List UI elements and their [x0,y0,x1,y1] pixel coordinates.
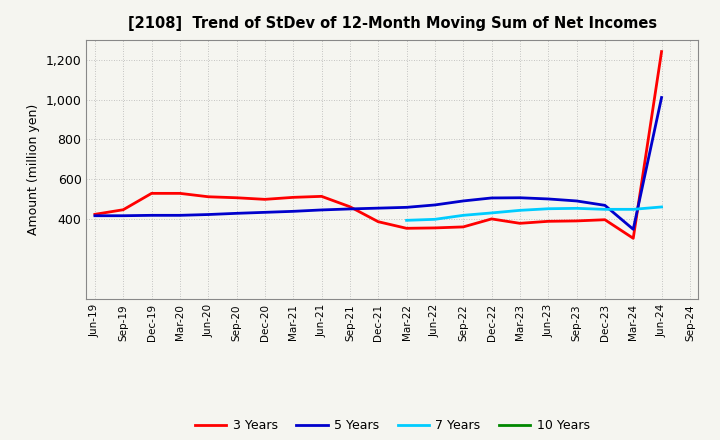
5 Years [318,207,326,213]
3 Years [318,194,326,199]
3 Years [402,226,411,231]
7 Years [487,210,496,216]
3 Years [572,218,581,224]
3 Years [204,194,212,199]
5 Years [459,198,467,204]
5 Years [233,211,241,216]
7 Years [600,207,609,212]
5 Years [374,205,382,211]
5 Years [657,95,666,100]
7 Years [657,204,666,209]
5 Years [600,203,609,208]
7 Years [544,206,552,211]
5 Years [516,195,524,200]
7 Years [629,207,637,212]
3 Years [657,49,666,54]
5 Years [119,213,127,218]
3 Years [91,212,99,217]
5 Years [346,206,354,212]
Line: 3 Years: 3 Years [95,51,662,238]
3 Years [346,204,354,209]
3 Years [176,191,184,196]
7 Years [459,213,467,218]
3 Years [119,207,127,213]
3 Years [431,225,439,231]
Title: [2108]  Trend of StDev of 12-Month Moving Sum of Net Incomes: [2108] Trend of StDev of 12-Month Moving… [128,16,657,32]
5 Years [176,213,184,218]
Y-axis label: Amount (million yen): Amount (million yen) [27,104,40,235]
5 Years [431,202,439,208]
Legend: 3 Years, 5 Years, 7 Years, 10 Years: 3 Years, 5 Years, 7 Years, 10 Years [190,414,595,437]
5 Years [572,198,581,204]
5 Years [402,205,411,210]
7 Years [516,208,524,213]
5 Years [91,213,99,218]
3 Years [261,197,269,202]
7 Years [431,216,439,222]
3 Years [544,219,552,224]
5 Years [204,212,212,217]
3 Years [289,195,297,200]
3 Years [629,236,637,241]
5 Years [261,210,269,215]
3 Years [374,219,382,224]
3 Years [233,195,241,200]
7 Years [572,205,581,211]
5 Years [487,195,496,201]
5 Years [289,209,297,214]
3 Years [516,221,524,226]
7 Years [402,218,411,223]
3 Years [459,224,467,230]
Line: 7 Years: 7 Years [407,207,662,220]
5 Years [544,196,552,202]
5 Years [629,227,637,232]
3 Years [600,217,609,222]
3 Years [148,191,156,196]
5 Years [148,213,156,218]
3 Years [487,216,496,222]
Line: 5 Years: 5 Years [95,98,662,229]
